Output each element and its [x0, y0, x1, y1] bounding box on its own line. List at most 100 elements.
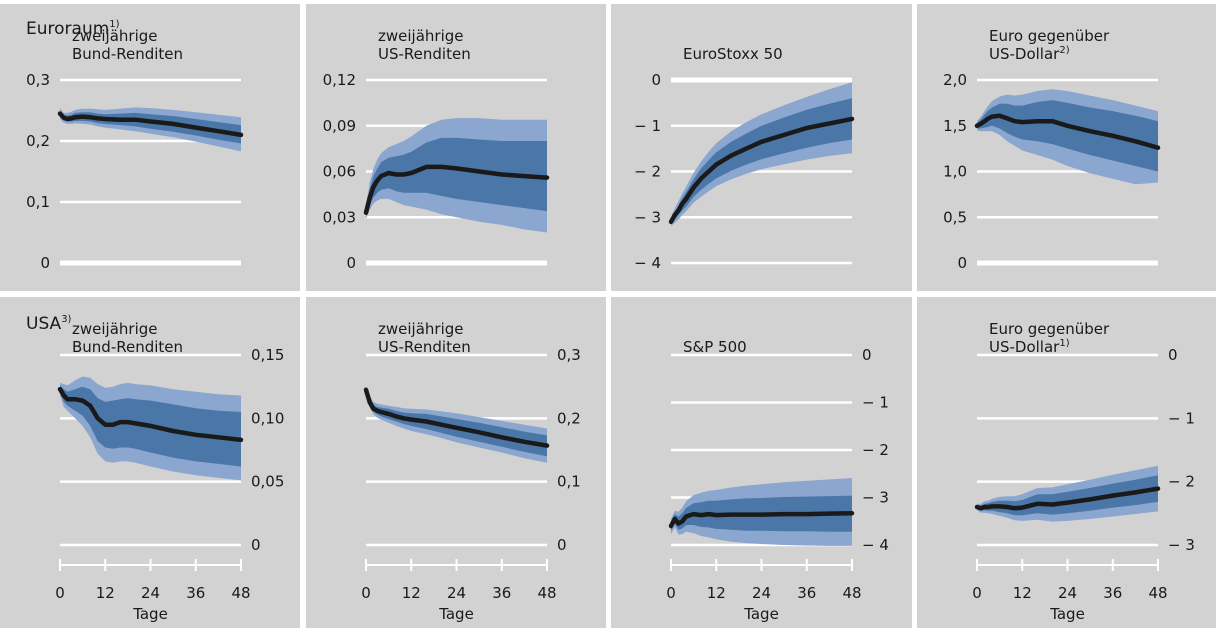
panel-background	[306, 297, 606, 628]
median-response-line	[974, 486, 1161, 511]
x-tick-label: 0	[361, 584, 371, 602]
y-tick-label: − 4	[862, 536, 889, 554]
x-tick-label: 48	[1148, 584, 1167, 602]
x-axis-label: Tage	[1049, 605, 1085, 623]
panel-title-text: Bund-Renditen	[72, 338, 183, 356]
panel-title-text: zweijährige	[378, 320, 464, 338]
x-tick-label: 12	[96, 584, 115, 602]
panel-title: S&P 500	[683, 338, 747, 356]
panel-title-text: S&P 500	[683, 338, 747, 356]
y-tick-label: 0	[40, 254, 50, 272]
panel-title-text: Euro gegenüber	[989, 320, 1110, 338]
y-tick-label: 0	[862, 346, 872, 364]
panel-title-text: zweijährige	[72, 320, 158, 338]
y-tick-label: 0,1	[26, 193, 50, 211]
x-tick-label: 12	[402, 584, 421, 602]
y-tick-label: − 4	[634, 254, 661, 272]
median-response-line	[668, 116, 855, 225]
panel-euroraum-eurostoxx-50: − 4 − 3 − 2 − 1 0 EuroStoxx 50	[611, 4, 912, 291]
y-tick-label: − 2	[634, 163, 661, 181]
x-tick-label: 24	[752, 584, 771, 602]
y-tick-label: − 1	[862, 394, 889, 412]
x-tick-label: 36	[1103, 584, 1122, 602]
panel-title-text: zweijährige	[378, 27, 464, 45]
panel-title-footnote: 2)	[1059, 45, 1069, 56]
y-tick-label: − 1	[1168, 409, 1195, 427]
panel-title: EuroStoxx 50	[683, 45, 783, 63]
x-tick-label: 48	[842, 584, 861, 602]
median-response-line	[363, 387, 550, 448]
x-tick-label: 0	[55, 584, 65, 602]
y-tick-label: − 1	[634, 117, 661, 135]
panel-title: zweijährige	[72, 27, 158, 45]
panel-title-text: Euro gegenüber	[989, 27, 1110, 45]
y-tick-label: 0	[251, 536, 261, 554]
median-response-line	[363, 164, 550, 215]
panel-title-text: Bund-Renditen	[72, 45, 183, 63]
x-tick-label: 36	[186, 584, 205, 602]
y-tick-label: 0	[346, 254, 356, 272]
y-tick-label: 0,10	[251, 409, 284, 427]
panel-title: Bund-Renditen	[72, 45, 183, 63]
x-tick-label: 36	[797, 584, 816, 602]
y-tick-label: 0	[1168, 346, 1178, 364]
panel-title: Euro gegenüber	[989, 320, 1110, 338]
y-tick-label: 0,1	[557, 473, 581, 491]
y-tick-label: 0,5	[943, 208, 967, 226]
panel-title-text: US-Renditen	[378, 45, 471, 63]
y-tick-label: 0,15	[251, 346, 284, 364]
row-label-usa: USA3)	[26, 314, 72, 334]
y-tick-label: 2,0	[943, 71, 967, 89]
x-axis-label: Tage	[132, 605, 168, 623]
inner-confidence-band	[366, 137, 547, 216]
x-tick-label: 36	[492, 584, 511, 602]
y-tick-label: 0,06	[323, 163, 356, 181]
panel-background	[611, 297, 912, 628]
x-axis-label: Tage	[743, 605, 779, 623]
y-tick-label: 0,09	[323, 117, 356, 135]
y-tick-label: 1,0	[943, 163, 967, 181]
median-response-line	[57, 111, 244, 138]
panel-title: US-Dollar2)	[989, 45, 1070, 63]
panel-usa-s-p-500: − 4 − 3 − 2 − 1 0 S&P 500 0 12 24 36 48 Tage	[611, 297, 912, 628]
x-tick-label: 0	[666, 584, 676, 602]
row-label-euroraum: Euroraum1)	[26, 19, 120, 39]
panel-title: US-Renditen	[378, 45, 471, 63]
median-response-line	[668, 510, 855, 529]
x-tick-label: 48	[537, 584, 556, 602]
panel-background	[917, 297, 1216, 628]
median-response-line	[974, 113, 1161, 150]
y-tick-label: − 2	[1168, 473, 1195, 491]
panel-title-text: US-Dollar	[989, 45, 1060, 63]
y-tick-label: − 3	[634, 208, 661, 226]
inner-confidence-band	[977, 100, 1158, 172]
x-axis-label: Tage	[438, 605, 474, 623]
panel-title: Bund-Renditen	[72, 338, 183, 356]
y-tick-label: 0,3	[557, 346, 581, 364]
y-tick-label: 0,3	[26, 71, 50, 89]
panel-title: zweijährige	[378, 27, 464, 45]
y-tick-label: 0	[557, 536, 567, 554]
y-tick-label: 0,03	[323, 208, 356, 226]
x-tick-label: 24	[447, 584, 466, 602]
x-tick-label: 48	[231, 584, 250, 602]
panel-title-text: US-Renditen	[378, 338, 471, 356]
panel-title-text: US-Dollar	[989, 338, 1060, 356]
x-tick-label: 12	[1013, 584, 1032, 602]
y-tick-label: 0,2	[557, 409, 581, 427]
inner-confidence-band	[977, 475, 1158, 516]
y-tick-label: 0	[957, 254, 967, 272]
y-tick-label: 0,12	[323, 71, 356, 89]
panel-title: zweijährige	[378, 320, 464, 338]
y-tick-label: − 3	[862, 489, 889, 507]
panel-title-text: EuroStoxx 50	[683, 45, 783, 63]
y-tick-label: − 3	[1168, 536, 1195, 554]
x-tick-label: 24	[1058, 584, 1077, 602]
